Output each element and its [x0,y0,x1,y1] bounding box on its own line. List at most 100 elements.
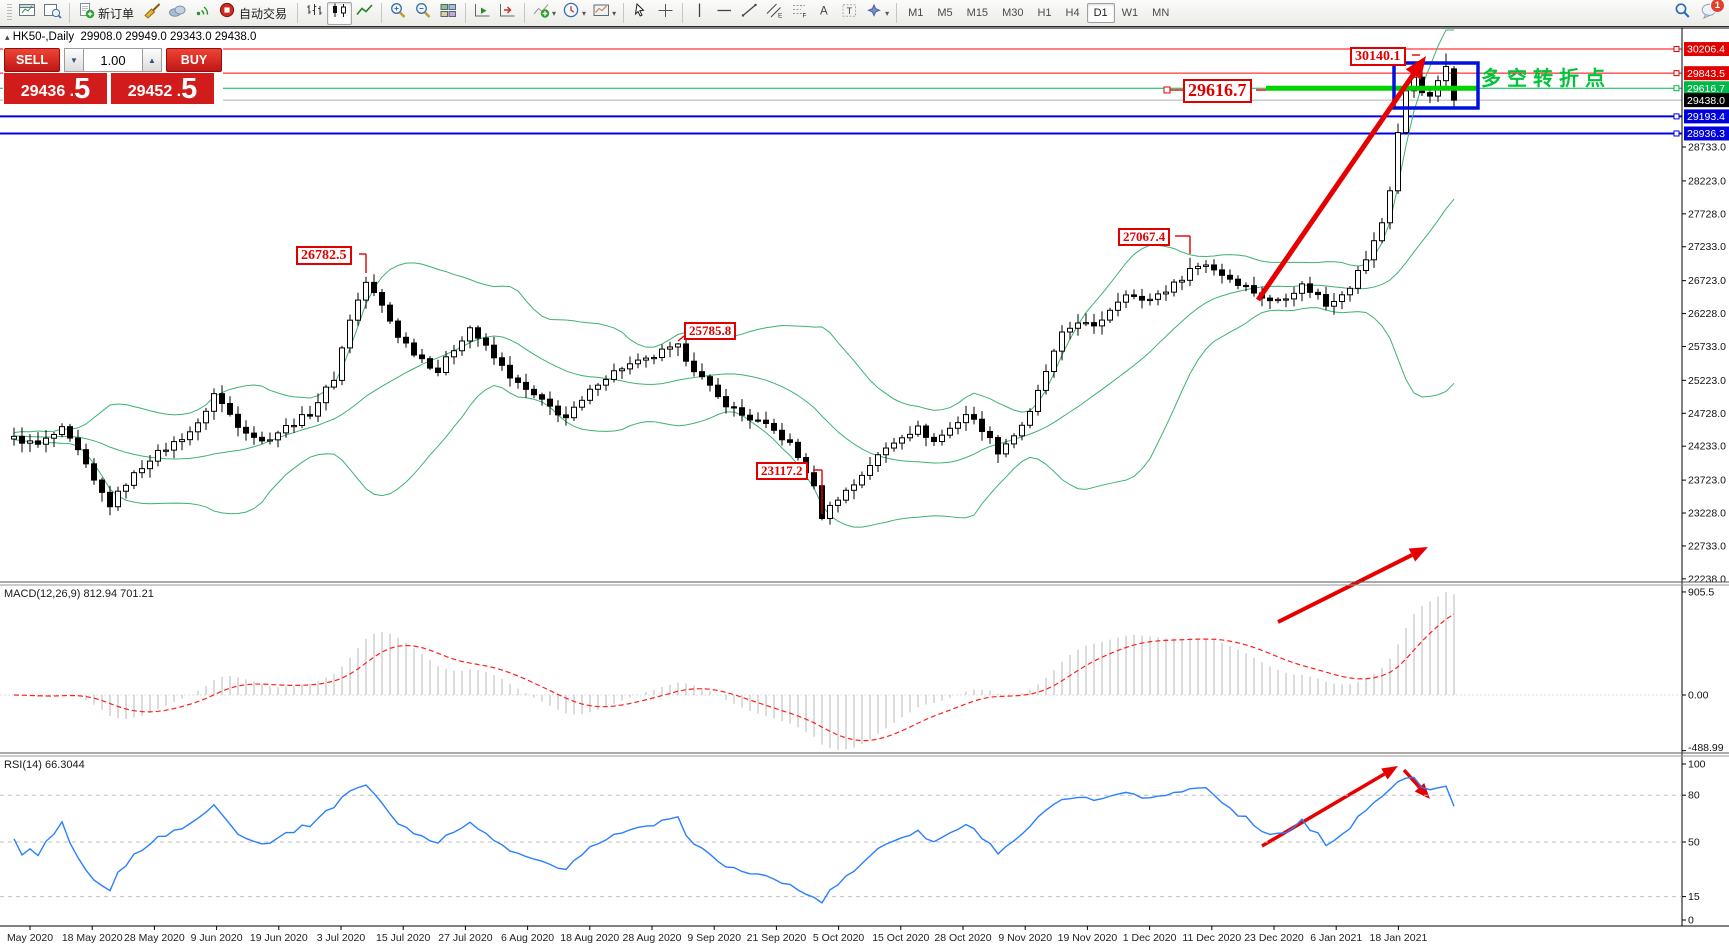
price-annotation[interactable]: 29616.7 [1183,79,1252,103]
zoom-out-button[interactable] [411,2,436,25]
templates-button[interactable]: ▾ [589,2,619,25]
text-icon: A [815,2,834,24]
chinese-annotation[interactable]: 多空转折点 [1481,66,1611,90]
search-button[interactable] [1673,2,1692,24]
auto-scroll-button[interactable] [470,2,495,25]
buy-price[interactable]: 29452 .5 [111,73,214,104]
price-annotation[interactable]: 30140.1 [1350,47,1406,67]
svg-text:6 Jan 2021: 6 Jan 2021 [1310,932,1362,944]
price-annotation[interactable]: 23117.2 [756,462,808,481]
vertical-line-icon [690,2,709,24]
buy-button[interactable]: BUY [166,48,222,72]
svg-text:6 Aug 2020: 6 Aug 2020 [501,932,554,944]
price-annotation[interactable]: 26782.5 [296,246,352,266]
svg-text:29616.7: 29616.7 [1687,83,1725,95]
indicators-icon [532,2,551,24]
svg-text:28936.3: 28936.3 [1687,128,1725,140]
horizontal-line-button[interactable] [712,2,737,25]
cursor-button[interactable] [628,2,653,25]
cleanup-button[interactable] [140,2,165,25]
svg-text:80: 80 [1688,790,1700,802]
line-chart-button[interactable] [352,2,377,25]
channel-button[interactable]: E [762,2,787,25]
zoom-out-icon [414,2,433,24]
chart-shift-button[interactable] [495,2,520,25]
chart-window-icon [18,2,37,24]
timeframe-h4-button[interactable]: H4 [1065,7,1080,19]
zoom-in-button[interactable] [386,2,411,25]
periods-button[interactable]: ▾ [559,2,589,25]
trend-line-button[interactable] [737,2,762,25]
auto-scroll-icon [473,2,492,24]
chevron-down-icon: ▾ [885,8,890,18]
new-order-button[interactable]: 新订单 [74,2,140,25]
shapes-button[interactable]: ▾ [862,2,892,25]
sell-price-main: 29436 . [20,83,75,100]
volume-input[interactable] [84,48,142,72]
svg-text:23228.0: 23228.0 [1688,508,1726,520]
timeframe-w1-button[interactable]: W1 [1121,7,1139,19]
timeframe-d1-button[interactable]: D1 [1086,3,1115,23]
indicators-button[interactable]: ▾ [529,2,559,25]
cloud-button[interactable] [165,2,190,25]
svg-text:9 Jun 2020: 9 Jun 2020 [191,932,243,944]
svg-text:18 Aug 2020: 18 Aug 2020 [560,932,619,944]
svg-text:29438.0: 29438.0 [1687,95,1725,107]
svg-text:11 Dec 2020: 11 Dec 2020 [1182,932,1241,944]
channel-icon: E [765,2,784,24]
volume-increase-button[interactable]: ▲ [142,48,162,72]
price-annotation[interactable]: 27067.4 [1118,228,1171,247]
svg-text:27 Jul 2020: 27 Jul 2020 [438,932,492,944]
autotrade-button[interactable]: 自动交易 [215,2,293,25]
timeframe-m15-button[interactable]: M15 [966,7,989,19]
rsi-indicator-label: RSI(14) 66.3044 [4,759,85,771]
buy-price-pip: 5 [181,73,198,105]
macd-indicator-label: MACD(12,26,9) 812.94 701.21 [4,588,154,600]
sell-button[interactable]: SELL [4,48,60,72]
svg-text:F: F [803,13,807,20]
volume-decrease-button[interactable]: ▼ [64,48,84,72]
vertical-line-button[interactable] [687,2,712,25]
text-label-button[interactable]: T [837,2,862,25]
line-chart-icon [355,2,374,24]
svg-text:19 Jun 2020: 19 Jun 2020 [250,932,308,944]
svg-text:1 Dec 2020: 1 Dec 2020 [1123,932,1177,944]
svg-text:28 Oct 2020: 28 Oct 2020 [934,932,991,944]
sell-price-pip: 5 [74,73,91,105]
chat-button[interactable]: 1 [1700,0,1725,24]
svg-text:5 Oct 2020: 5 Oct 2020 [813,932,865,944]
svg-text:A: A [820,6,828,18]
svg-text:9 Nov 2020: 9 Nov 2020 [998,932,1052,944]
svg-text:905.5: 905.5 [1688,586,1714,598]
timeframe-m1-button[interactable]: M1 [908,7,924,19]
svg-text:18 May 2020: 18 May 2020 [62,932,123,944]
autotrade-icon [218,2,237,24]
tile-windows-button[interactable] [436,2,461,25]
signals-button[interactable] [190,2,215,25]
chart-shift-icon [498,2,517,24]
bar-chart-button[interactable] [302,2,327,25]
text-button[interactable]: A [812,2,837,25]
timeframe-h1-button[interactable]: H1 [1037,7,1052,19]
price-annotation[interactable]: 25785.8 [684,322,737,341]
svg-text:24233.0: 24233.0 [1688,441,1726,453]
fibonacci-icon: F [790,2,809,24]
svg-text:29193.4: 29193.4 [1687,111,1725,123]
crosshair-button[interactable] [653,2,678,25]
timeframe-m5-button[interactable]: M5 [937,7,953,19]
svg-text:3 Jul 2020: 3 Jul 2020 [317,932,366,944]
svg-text:18 Jan 2021: 18 Jan 2021 [1369,932,1427,944]
one-click-trading-panel: SELL ▼ ▲ BUY 29436 .5 29452 .5 [3,47,223,105]
chart-profile-button[interactable] [40,2,65,25]
signals-icon [193,2,212,24]
horizontal-line-icon [715,2,734,24]
sell-price[interactable]: 29436 .5 [4,73,107,104]
chart-window-button[interactable] [15,2,40,25]
fibonacci-button[interactable]: F [787,2,812,25]
crosshair-icon [656,2,675,24]
candle-chart-button[interactable] [327,1,353,25]
timeframe-m30-button[interactable]: M30 [1002,7,1024,19]
timeframe-mn-button[interactable]: MN [1152,7,1170,19]
